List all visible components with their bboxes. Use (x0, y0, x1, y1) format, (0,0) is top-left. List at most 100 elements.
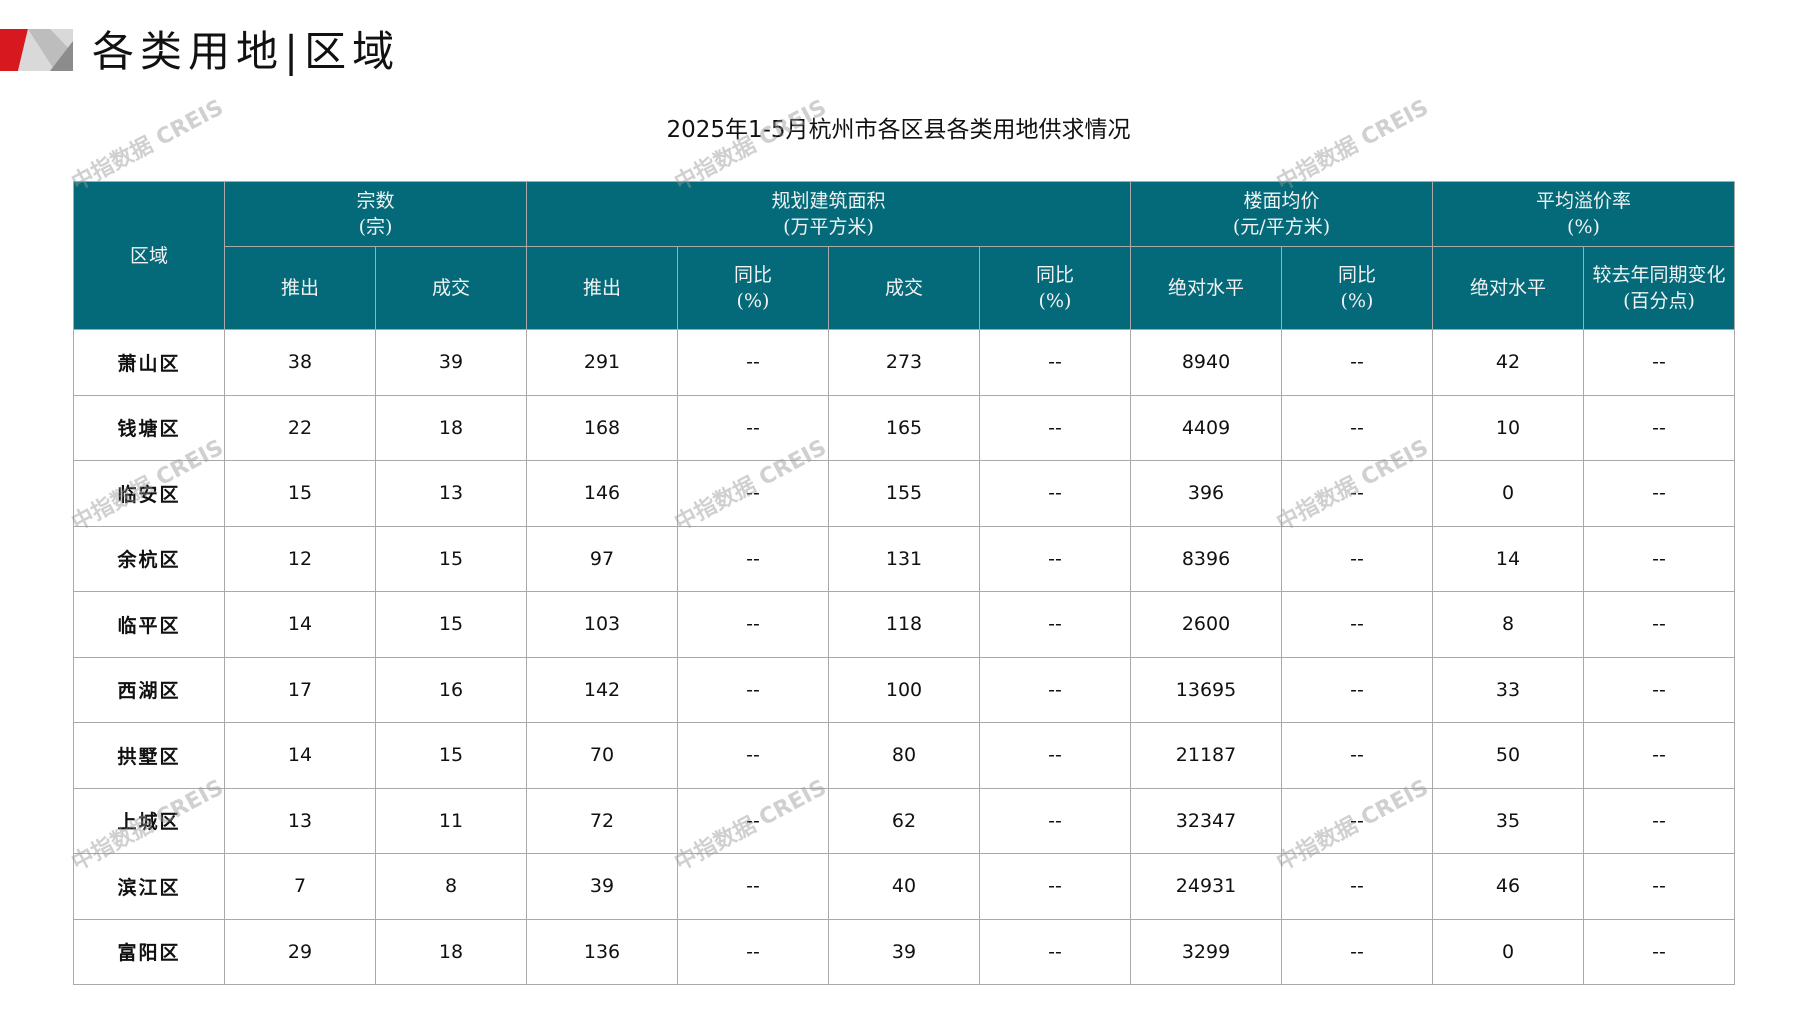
table-cell: 50 (1432, 722, 1584, 789)
table-row: 滨江区 7 8 39 -- 40 -- 24931 -- 46 -- (73, 853, 1735, 920)
table-cell: 291 (526, 329, 678, 396)
table-cell: 7 (224, 853, 376, 920)
header-sub-4: 成交 (828, 246, 980, 330)
table-cell: -- (1281, 853, 1433, 920)
land-supply-table: 区域 宗数 (宗) 规划建筑面积 (万平方米) 楼面均价 (元/平方米) 平均溢价率(… (73, 181, 1735, 985)
table-cell: -- (1583, 853, 1735, 920)
table-cell: -- (1583, 722, 1735, 789)
header-sub-9: 较去年同期变化 (百分点) (1583, 246, 1735, 330)
table-cell: 10 (1432, 394, 1584, 461)
table-cell: -- (1583, 394, 1735, 461)
table-cell: -- (677, 394, 829, 461)
header-sub-5: 同比 (%) (979, 246, 1131, 330)
table-cell: 15 (375, 525, 527, 592)
table-cell: 24931 (1130, 853, 1282, 920)
table-cell: -- (979, 722, 1131, 789)
header-sub-7: 同比 (%) (1281, 246, 1433, 330)
table-row: 富阳区 29 18 136 -- 39 -- 3299 -- 0 -- (73, 918, 1735, 985)
table-row: 钱塘区 22 18 168 -- 165 -- 4409 -- 10 -- (73, 394, 1735, 461)
table-cell: -- (979, 656, 1131, 723)
header-row-groups: 区域 宗数 (宗) 规划建筑面积 (万平方米) 楼面均价 (元/平方米) 平均溢价率(… (73, 181, 1735, 330)
table-cell: -- (1583, 329, 1735, 396)
table-cell: 80 (828, 722, 980, 789)
header-group-area: 规划建筑面积 (万平方米) (526, 181, 1131, 247)
table-cell: 42 (1432, 329, 1584, 396)
table-row: 上城区 13 11 72 -- 62 -- 32347 -- 35 -- (73, 787, 1735, 854)
table-title: 2025年1-5月杭州市各区县各类用地供求情况 (666, 117, 1131, 143)
table-cell: 2600 (1130, 591, 1282, 658)
table-cell: 165 (828, 394, 980, 461)
header-sub-3: 同比 (%) (677, 246, 829, 330)
table-cell: 13 (375, 460, 527, 527)
table-cell: -- (677, 460, 829, 527)
table-cell: 39 (375, 329, 527, 396)
table-cell: 273 (828, 329, 980, 396)
table-cell: 8 (1432, 591, 1584, 658)
table-cell: -- (677, 591, 829, 658)
table-cell: 15 (224, 460, 376, 527)
table-cell: 39 (828, 918, 980, 985)
table-cell: -- (1583, 591, 1735, 658)
table-cell: -- (1281, 329, 1433, 396)
table-cell: 17 (224, 656, 376, 723)
page-title: 各类用地|区域 (92, 27, 401, 76)
table-cell: -- (1583, 525, 1735, 592)
header-group-price: 楼面均价 (元/平方米) (1130, 181, 1433, 247)
table-cell: 18 (375, 394, 527, 461)
table-row: 萧山区 38 39 291 -- 273 -- 8940 -- 42 -- (73, 329, 1735, 396)
table-cell: -- (979, 787, 1131, 854)
table-row: 西湖区 17 16 142 -- 100 -- 13695 -- 33 -- (73, 656, 1735, 723)
table-cell: 21187 (1130, 722, 1282, 789)
table-cell: 35 (1432, 787, 1584, 854)
table-cell: -- (1281, 460, 1433, 527)
header-sub-2: 推出 (526, 246, 678, 330)
header-row-sub: 推出 成交 推出 同比 (%) 成交 同比 (%) 绝对水平 同比 (%) 绝对水平 较去年同期变化 (百… (74, 246, 1735, 330)
table-cell: -- (677, 787, 829, 854)
table-cell: -- (979, 460, 1131, 527)
header-region: 区域 (73, 181, 225, 330)
table-cell: 100 (828, 656, 980, 723)
table-cell: -- (677, 853, 829, 920)
table-cell: -- (1281, 656, 1433, 723)
table-cell: 16 (375, 656, 527, 723)
table-cell: -- (1583, 656, 1735, 723)
cell-region: 钱塘区 (73, 394, 225, 461)
table-cell: 62 (828, 787, 980, 854)
table-cell: -- (1583, 918, 1735, 985)
table-cell: 0 (1432, 918, 1584, 985)
table-cell: 155 (828, 460, 980, 527)
cell-region: 上城区 (73, 787, 225, 854)
table-cell: 4409 (1130, 394, 1282, 461)
table-cell: -- (1281, 591, 1433, 658)
table-cell: 131 (828, 525, 980, 592)
table-cell: 11 (375, 787, 527, 854)
table-cell: 14 (224, 591, 376, 658)
cell-region: 拱墅区 (73, 722, 225, 789)
cell-region: 临平区 (73, 591, 225, 658)
table-cell: -- (979, 918, 1131, 985)
table-cell: 12 (224, 525, 376, 592)
header-sub-8: 绝对水平 (1432, 246, 1584, 330)
cell-region: 西湖区 (73, 656, 225, 723)
table-cell: 13 (224, 787, 376, 854)
table-cell: 0 (1432, 460, 1584, 527)
cell-region: 临安区 (73, 460, 225, 527)
table-cell: 33 (1432, 656, 1584, 723)
table-row: 拱墅区 14 15 70 -- 80 -- 21187 -- 50 -- (73, 722, 1735, 789)
table-cell: 136 (526, 918, 678, 985)
brand-logo-icon (0, 29, 73, 71)
table-cell: 103 (526, 591, 678, 658)
header-sub-0: 推出 (224, 246, 376, 330)
table-cell: -- (979, 591, 1131, 658)
table-cell: -- (677, 525, 829, 592)
table-cell: 396 (1130, 460, 1282, 527)
table-cell: 70 (526, 722, 678, 789)
header-group-count: 宗数 (宗) (224, 181, 527, 247)
table-cell: 18 (375, 918, 527, 985)
table-cell: 22 (224, 394, 376, 461)
cell-region: 萧山区 (73, 329, 225, 396)
header-sub-1: 成交 (375, 246, 527, 330)
header-group-premium: 平均溢价率 (%) (1432, 181, 1735, 247)
table-cell: 39 (526, 853, 678, 920)
table-cell: -- (1281, 394, 1433, 461)
